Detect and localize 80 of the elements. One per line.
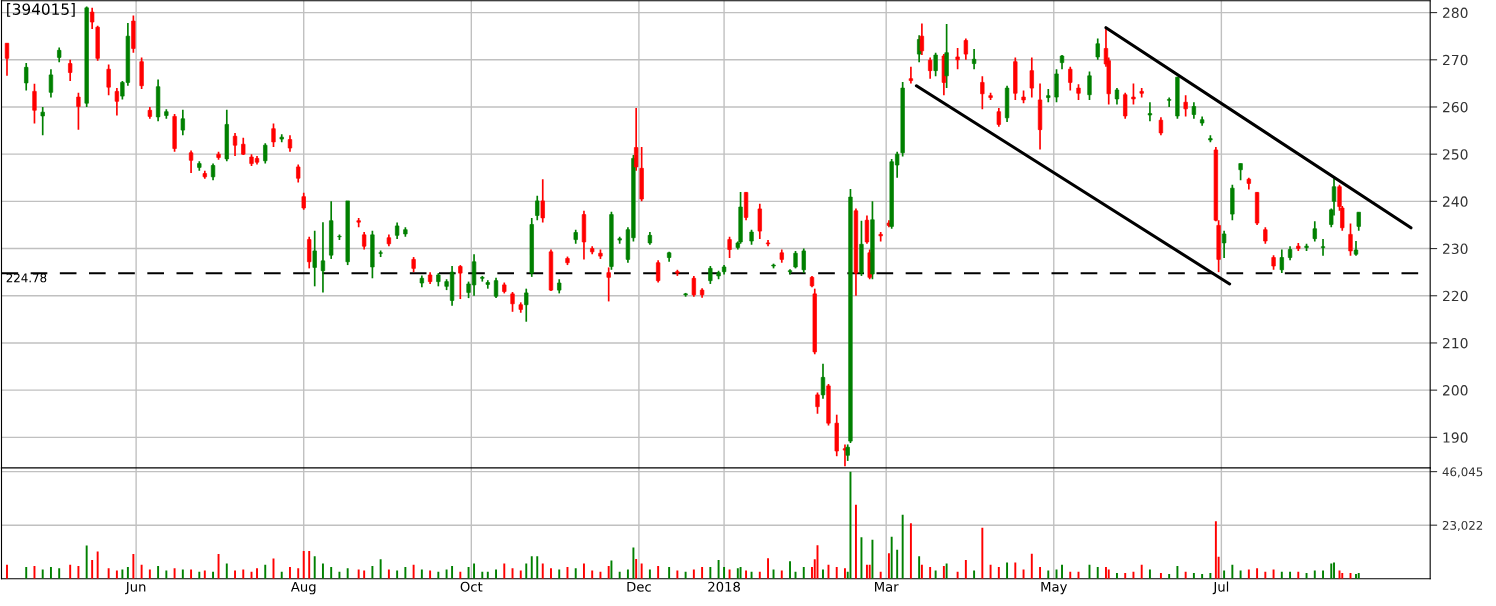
candlestick xyxy=(76,91,81,131)
candlestick xyxy=(1029,56,1034,99)
x-tick-label: May xyxy=(1041,581,1068,595)
candlestick xyxy=(263,142,268,165)
candlestick xyxy=(510,291,515,313)
x-tick-label: Aug xyxy=(290,581,316,595)
y-tick-label: 270 xyxy=(1443,54,1468,66)
candlestick xyxy=(1095,37,1100,61)
y-tick-label: 230 xyxy=(1443,243,1468,255)
candlestick xyxy=(944,23,949,89)
y-tick-label: 250 xyxy=(1443,149,1468,160)
candlestick xyxy=(980,75,985,111)
candlestick xyxy=(1356,211,1361,232)
candlestick xyxy=(955,47,960,71)
candlestick xyxy=(114,87,120,117)
x-tick-label: Jun xyxy=(125,581,146,595)
x-tick-label: Oct xyxy=(460,581,483,592)
candlestick xyxy=(188,149,194,174)
candlestick xyxy=(90,7,95,30)
x-tick-label: Dec xyxy=(627,581,651,592)
candlestick xyxy=(1123,91,1128,120)
y-tick-label: 220 xyxy=(1443,290,1468,302)
candlestick xyxy=(271,122,276,148)
candlestick xyxy=(656,259,661,284)
candlestick xyxy=(524,287,529,323)
candlestick xyxy=(908,66,914,85)
candlestick xyxy=(307,235,312,270)
candlestick xyxy=(1131,82,1136,106)
candlestick xyxy=(1068,66,1073,92)
candlestick xyxy=(535,194,540,222)
candlestick xyxy=(493,276,499,299)
candlestick xyxy=(180,108,185,137)
candlestick xyxy=(48,68,54,99)
candlestick xyxy=(1183,94,1188,118)
candlestick xyxy=(68,58,73,82)
x-tick-label: Jul xyxy=(1212,581,1229,595)
y-tick-label: 260 xyxy=(1443,101,1468,113)
candlestick xyxy=(1279,248,1284,274)
candlestick xyxy=(32,83,37,125)
candlestick xyxy=(691,275,696,298)
candlestick xyxy=(815,391,820,415)
candlestick xyxy=(634,107,639,172)
candlestick xyxy=(933,51,938,78)
candlestick xyxy=(820,362,826,400)
candlestick xyxy=(864,214,870,245)
candlestick xyxy=(458,264,463,300)
y-tick-label: 200 xyxy=(1443,385,1468,396)
candlestick xyxy=(1320,238,1326,257)
y-tick-label: 46,045 xyxy=(1442,467,1483,478)
y-tick-label: 210 xyxy=(1443,337,1468,349)
candlestick xyxy=(963,37,968,61)
candlestick xyxy=(928,56,933,80)
candlestick xyxy=(757,202,762,240)
candlestick xyxy=(1312,220,1317,243)
candlestick xyxy=(1221,229,1227,259)
chart-title: [394015] xyxy=(7,3,75,17)
candlestick xyxy=(996,107,1001,128)
candlestick xyxy=(40,106,45,137)
candlestick xyxy=(971,48,977,71)
y-tick-label: 190 xyxy=(1443,432,1468,443)
candlestick xyxy=(1054,68,1059,104)
candlestick xyxy=(4,42,10,77)
y-tick-label: 240 xyxy=(1443,196,1468,207)
candlestick xyxy=(540,178,545,224)
candlestick xyxy=(1147,101,1153,122)
candlestick xyxy=(312,229,317,288)
candlestick xyxy=(606,266,611,303)
x-tick-label: 2018 xyxy=(708,581,740,592)
candlestick xyxy=(1046,88,1051,104)
candlestick xyxy=(1348,222,1353,257)
y-tick-label: 280 xyxy=(1443,7,1468,19)
x-tick-label: Mar xyxy=(875,581,899,592)
candlestick xyxy=(727,235,732,259)
candlestick xyxy=(801,247,806,274)
candlestick xyxy=(320,221,326,294)
y-tick-label: 23,022 xyxy=(1442,520,1483,532)
candlestick xyxy=(232,132,238,157)
candlestick xyxy=(1087,70,1092,101)
candlestick xyxy=(24,62,29,92)
candlestick xyxy=(106,63,111,97)
